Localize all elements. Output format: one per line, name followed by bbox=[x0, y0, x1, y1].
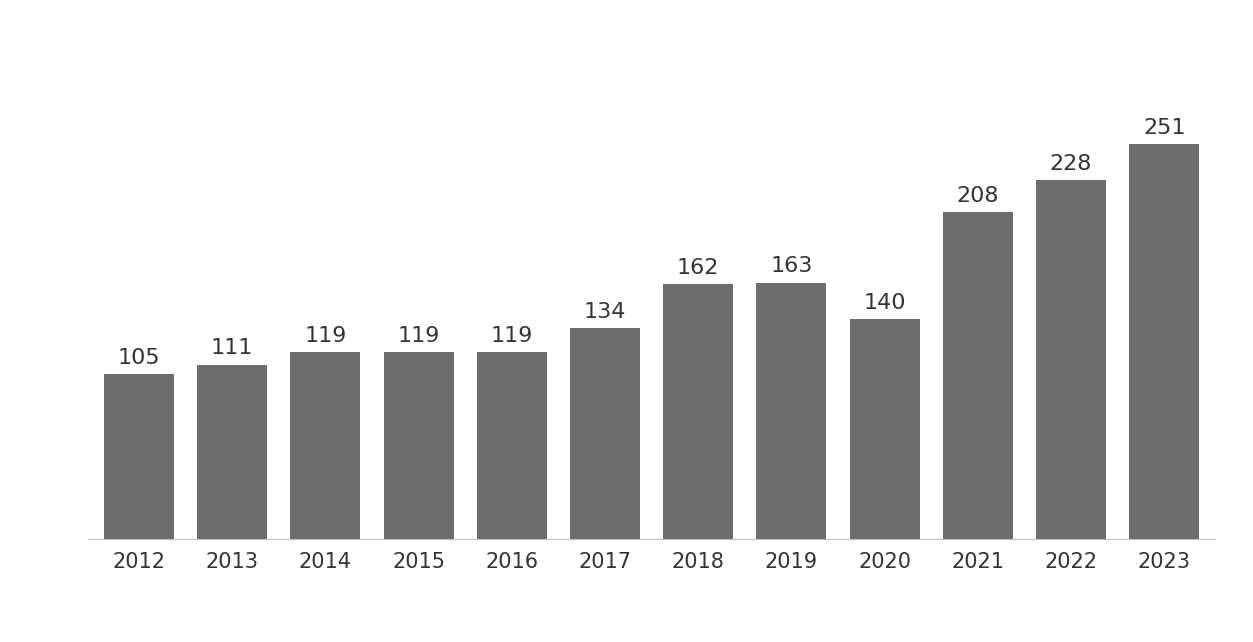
Text: 163: 163 bbox=[771, 256, 812, 277]
Bar bbox=[942, 212, 1012, 539]
Bar bbox=[663, 284, 733, 539]
Bar bbox=[1129, 144, 1199, 539]
Text: 105: 105 bbox=[118, 348, 160, 368]
Text: 251: 251 bbox=[1143, 118, 1185, 138]
Text: 228: 228 bbox=[1050, 154, 1093, 174]
Text: 111: 111 bbox=[211, 338, 253, 358]
Bar bbox=[477, 352, 546, 539]
Text: 119: 119 bbox=[491, 325, 533, 345]
Bar bbox=[757, 282, 826, 539]
Text: 140: 140 bbox=[863, 293, 906, 313]
Bar bbox=[570, 328, 640, 539]
Bar bbox=[1036, 180, 1106, 539]
Bar bbox=[104, 374, 174, 539]
Text: 208: 208 bbox=[956, 186, 999, 205]
Text: 134: 134 bbox=[584, 302, 626, 322]
Bar bbox=[291, 352, 361, 539]
Bar bbox=[383, 352, 454, 539]
Bar bbox=[197, 365, 267, 539]
Text: 119: 119 bbox=[304, 325, 347, 345]
Text: 162: 162 bbox=[677, 258, 719, 278]
Bar bbox=[850, 319, 920, 539]
Text: 119: 119 bbox=[397, 325, 440, 345]
